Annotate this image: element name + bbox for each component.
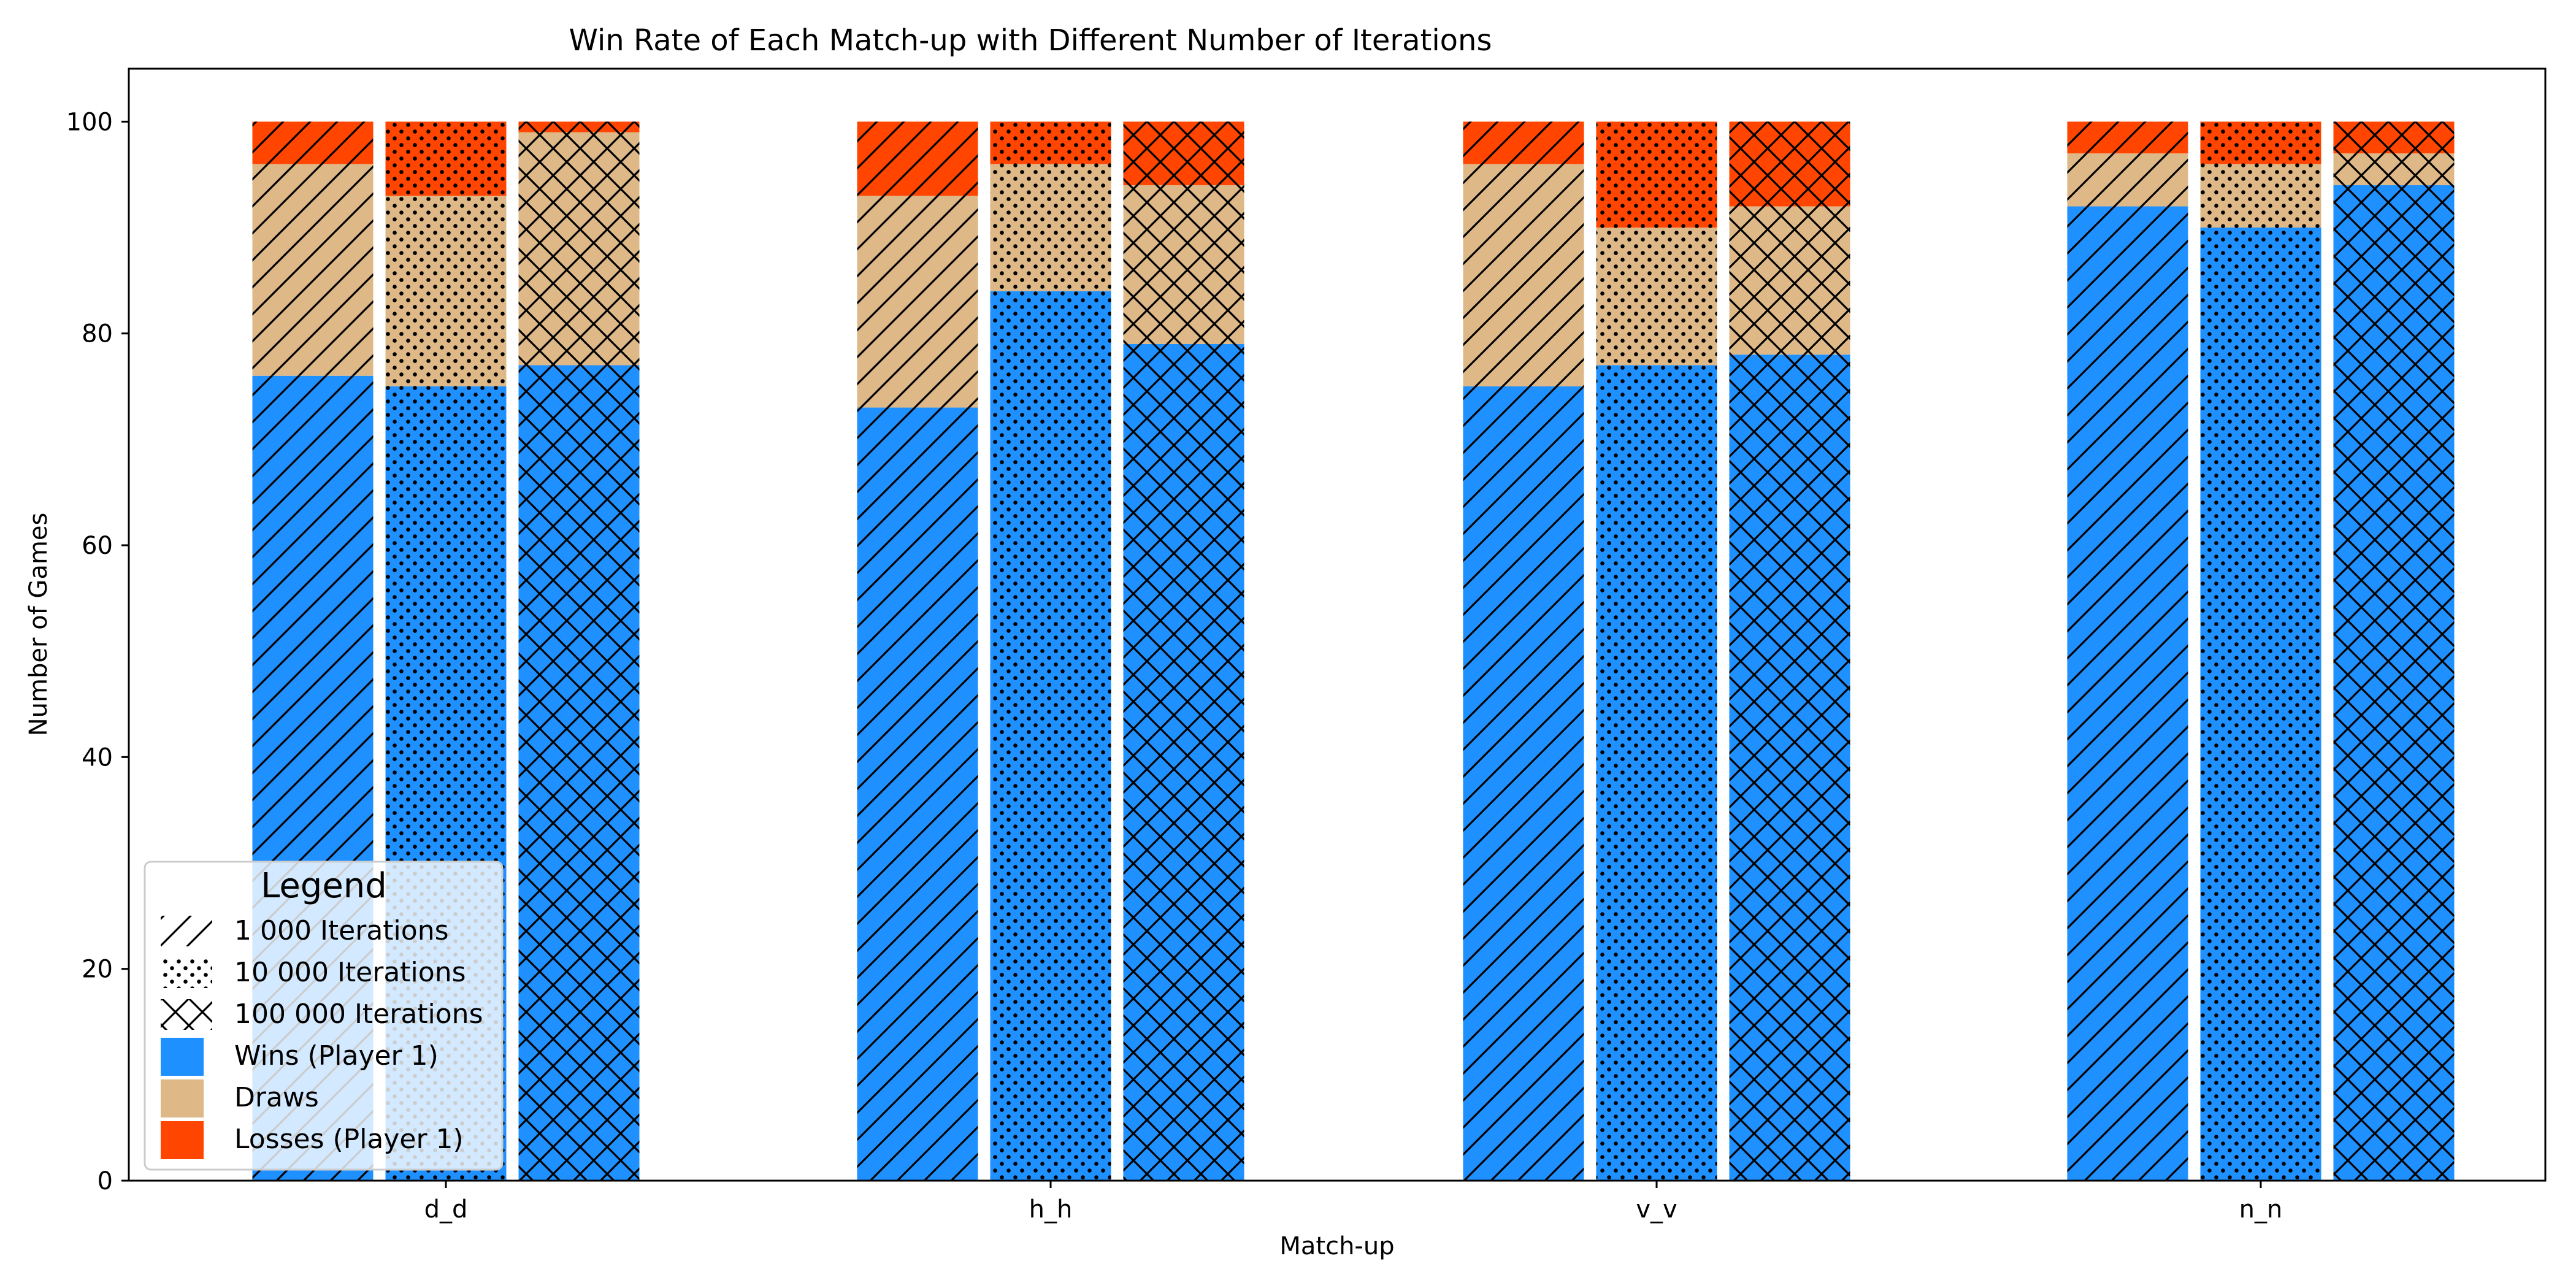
bar-d_d-iter3-wins-hatch xyxy=(518,365,640,1181)
bar-v_v-iter1-draws-hatch xyxy=(1463,164,1584,386)
bar-v_v-iter3-losses-hatch xyxy=(1729,121,1850,207)
bar-d_d-iter1-draws-hatch xyxy=(252,164,374,376)
y-axis: 0 20 40 60 80 100 xyxy=(66,108,129,1195)
chart-title: Win Rate of Each Match-up with Different… xyxy=(569,23,1492,58)
bar-h_h-iter1-draws-hatch xyxy=(857,196,978,408)
bar-v_v-iter1-losses-hatch xyxy=(1463,121,1584,164)
y-tick-label-100: 100 xyxy=(66,108,113,136)
x-tick-label-n_n: n_n xyxy=(2239,1195,2283,1224)
y-tick-label-60: 60 xyxy=(82,532,113,560)
y-tick-label-40: 40 xyxy=(82,743,113,772)
bar-h_h-iter2-draws-hatch xyxy=(990,164,1111,291)
bar-n_n-iter3-losses-hatch xyxy=(2333,121,2455,154)
bar-d_d-iter3-draws-hatch xyxy=(518,132,640,366)
bar-v_v-iter2-draws-hatch xyxy=(1596,228,1717,366)
legend-title: Legend xyxy=(261,866,387,906)
legend-swatch-iter-1000 xyxy=(161,916,212,946)
x-axis: d_d h_h v_v n_n xyxy=(424,1181,2283,1224)
bar-v_v-iter3-wins-hatch xyxy=(1729,355,1850,1181)
x-tick-label-d_d: d_d xyxy=(424,1195,468,1224)
bars-group xyxy=(252,121,2455,1181)
bar-n_n-iter1-losses-hatch xyxy=(2067,121,2188,154)
legend: Legend 1 000 Iterations 10 000 Iteration… xyxy=(144,861,504,1171)
x-tick-label-v_v: v_v xyxy=(1636,1195,1677,1224)
bar-n_n-iter3-wins-hatch xyxy=(2333,185,2455,1181)
bar-h_h-iter3-losses-hatch xyxy=(1123,121,1244,185)
legend-swatch-iter-10000 xyxy=(161,957,212,988)
legend-label-iter-1000: 1 000 Iterations xyxy=(234,915,449,946)
legend-swatch-wins xyxy=(161,1038,204,1076)
bar-h_h-iter2-wins-hatch xyxy=(990,291,1111,1181)
y-tick-label-0: 0 xyxy=(98,1167,113,1195)
bar-n_n-iter1-wins-hatch xyxy=(2067,206,2188,1181)
bar-h_h-iter3-draws-hatch xyxy=(1123,185,1244,344)
x-tick-label-h_h: h_h xyxy=(1029,1195,1073,1224)
legend-label-wins: Wins (Player 1) xyxy=(234,1040,439,1071)
y-tick-label-20: 20 xyxy=(82,956,113,984)
bar-h_h-iter1-losses-hatch xyxy=(857,121,978,196)
bar-h_h-iter1-wins-hatch xyxy=(857,407,978,1181)
legend-swatch-draws xyxy=(161,1079,204,1117)
bar-h_h-iter2-losses-hatch xyxy=(990,121,1111,164)
plot-frame xyxy=(128,67,2547,1182)
bar-n_n-iter3-draws-hatch xyxy=(2333,153,2455,185)
bar-n_n-iter2-draws-hatch xyxy=(2200,164,2321,228)
bar-d_d-iter2-draws-hatch xyxy=(385,196,507,386)
legend-label-iter-10000: 10 000 Iterations xyxy=(234,957,466,988)
bar-v_v-iter2-wins-hatch xyxy=(1596,365,1717,1181)
bar-d_d-iter1-losses-hatch xyxy=(252,121,374,164)
bar-d_d-iter3-losses-hatch xyxy=(518,121,640,132)
y-axis-label: Number of Games xyxy=(25,513,53,737)
bar-v_v-iter1-wins-hatch xyxy=(1463,386,1584,1181)
bar-n_n-iter2-losses-hatch xyxy=(2200,121,2321,164)
legend-swatch-losses xyxy=(161,1121,204,1159)
legend-label-losses: Losses (Player 1) xyxy=(234,1124,464,1155)
bar-h_h-iter3-wins-hatch xyxy=(1123,343,1244,1181)
legend-label-draws: Draws xyxy=(234,1082,319,1113)
bar-n_n-iter1-draws-hatch xyxy=(2067,153,2188,207)
bar-d_d-iter2-losses-hatch xyxy=(385,121,507,196)
bar-v_v-iter3-draws-hatch xyxy=(1729,206,1850,355)
bar-v_v-iter2-losses-hatch xyxy=(1596,121,1717,228)
bar-n_n-iter2-wins-hatch xyxy=(2200,228,2321,1181)
legend-swatch-iter-100000 xyxy=(161,999,212,1030)
y-tick-label-80: 80 xyxy=(82,320,113,348)
legend-label-iter-100000: 100 000 Iterations xyxy=(234,999,483,1030)
x-axis-label: Match-up xyxy=(1279,1232,1394,1260)
legend-frame xyxy=(144,861,504,1171)
